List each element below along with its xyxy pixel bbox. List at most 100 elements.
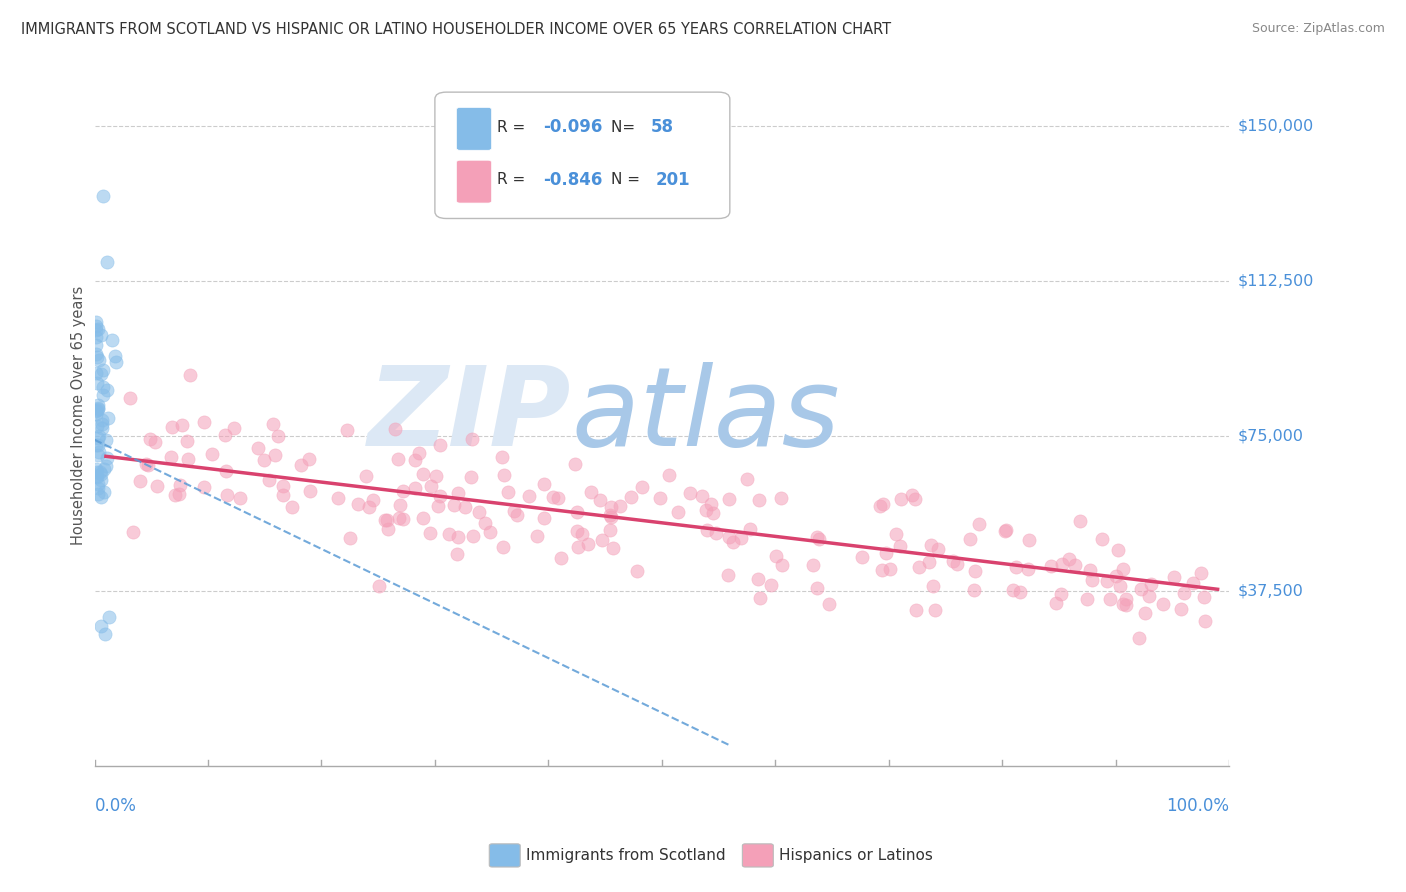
Text: Source: ZipAtlas.com: Source: ZipAtlas.com <box>1251 22 1385 36</box>
Point <box>281 500 304 514</box>
Point <box>1105 569 1128 583</box>
Point <box>84 469 107 483</box>
Point <box>963 582 986 597</box>
Text: -0.096: -0.096 <box>543 118 602 136</box>
Point <box>264 448 287 462</box>
Point <box>869 499 891 513</box>
Point <box>1097 574 1119 588</box>
Point <box>1045 596 1067 610</box>
Point <box>1173 586 1195 600</box>
Text: N=: N= <box>610 120 640 135</box>
Point <box>139 432 162 446</box>
Point <box>579 484 602 499</box>
Point <box>201 447 224 461</box>
Point <box>86 403 108 417</box>
Point <box>262 417 284 432</box>
Point <box>100 333 122 347</box>
Point <box>1115 591 1137 606</box>
Point <box>1194 615 1216 629</box>
Point <box>1005 560 1028 574</box>
Point <box>491 450 513 464</box>
Point <box>478 524 501 539</box>
Point <box>463 529 485 543</box>
Point <box>86 407 108 421</box>
Point <box>918 555 941 569</box>
Point <box>1050 587 1073 601</box>
Point <box>884 527 907 541</box>
Point <box>96 255 118 269</box>
Text: 201: 201 <box>657 171 690 189</box>
Text: IMMIGRANTS FROM SCOTLAND VS HISPANIC OR LATINO HOUSEHOLDER INCOME OVER 65 YEARS : IMMIGRANTS FROM SCOTLAND VS HISPANIC OR … <box>21 22 891 37</box>
Point <box>1182 576 1205 591</box>
Point <box>86 376 108 390</box>
Text: ZIP: ZIP <box>367 361 571 468</box>
Point <box>994 524 1017 539</box>
Point <box>389 498 412 512</box>
Point <box>271 488 294 502</box>
Point <box>550 551 572 566</box>
Point <box>600 500 623 515</box>
Point <box>461 432 484 446</box>
Point <box>517 489 540 503</box>
Point <box>1115 598 1137 612</box>
Y-axis label: Householder Income Over 65 years: Householder Income Over 65 years <box>72 285 86 545</box>
Point <box>391 512 413 526</box>
Point <box>347 497 370 511</box>
Point <box>879 562 901 576</box>
Point <box>90 490 112 504</box>
Point <box>1018 533 1040 547</box>
Point <box>84 322 107 336</box>
Point <box>160 450 183 464</box>
Point <box>506 508 529 522</box>
Point <box>443 498 465 512</box>
Point <box>921 579 943 593</box>
Point <box>84 403 107 417</box>
Point <box>1194 591 1216 605</box>
Point <box>447 530 470 544</box>
Point <box>89 465 111 479</box>
Point <box>889 539 911 553</box>
Point <box>429 489 451 503</box>
Point <box>145 478 167 492</box>
Point <box>193 415 215 429</box>
Point <box>1008 584 1031 599</box>
Text: -0.846: -0.846 <box>543 171 602 189</box>
Point <box>1080 563 1102 577</box>
Point <box>609 499 631 513</box>
Point <box>388 510 411 524</box>
Point <box>620 490 643 504</box>
Point <box>1107 543 1129 558</box>
Point <box>967 516 990 531</box>
Point <box>120 392 142 406</box>
Point <box>129 474 152 488</box>
Point <box>326 491 349 505</box>
Point <box>357 500 380 514</box>
Point <box>942 554 965 568</box>
Point <box>648 491 671 505</box>
Point <box>271 479 294 493</box>
Point <box>576 536 599 550</box>
Point <box>770 558 793 573</box>
Point <box>564 457 586 471</box>
Point <box>336 423 359 437</box>
Point <box>90 467 112 482</box>
Point <box>924 603 946 617</box>
Point <box>1109 579 1132 593</box>
Text: N =: N = <box>610 172 644 187</box>
Point <box>806 581 828 595</box>
Point <box>599 508 621 522</box>
Point <box>1040 558 1063 573</box>
Point <box>143 435 166 450</box>
Point <box>904 491 927 506</box>
Point <box>460 469 482 483</box>
Point <box>567 505 589 519</box>
Point <box>94 627 117 641</box>
Point <box>704 526 727 541</box>
Point <box>1076 592 1098 607</box>
Point <box>1069 514 1091 528</box>
Text: $112,500: $112,500 <box>1237 273 1313 288</box>
Point <box>420 479 443 493</box>
Point <box>87 487 110 501</box>
Point <box>817 597 839 611</box>
Point <box>387 451 409 466</box>
